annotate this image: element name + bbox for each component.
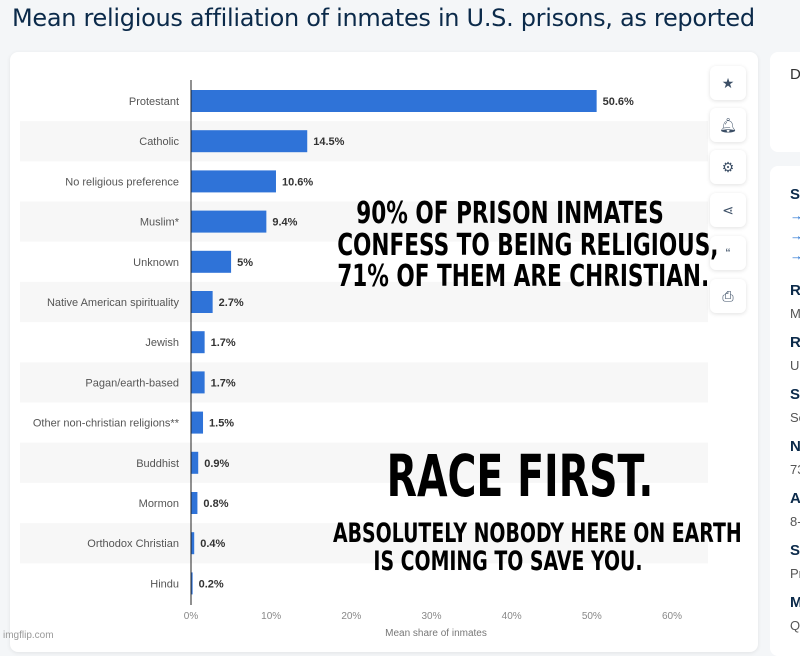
side-top-label: D	[790, 66, 800, 83]
category-label: Other non-christian religions**	[33, 418, 180, 430]
info-heading: A	[790, 490, 800, 507]
bar	[191, 170, 276, 192]
data-label: 0.9%	[204, 458, 229, 470]
bar	[191, 371, 205, 393]
side-panel-info: Se→→→ReMReUSuSeN73A8-SpPrMQ	[770, 166, 800, 656]
data-label: 10.6%	[282, 176, 313, 188]
bar	[191, 492, 197, 514]
x-tick-label: 50%	[582, 611, 602, 622]
meme-text-big: RACE FIRST.	[357, 446, 683, 507]
category-label: Native American spirituality	[47, 297, 180, 309]
category-label: Unknown	[133, 257, 179, 269]
data-label: 50.6%	[603, 96, 634, 108]
category-label: Orthodox Christian	[87, 538, 179, 550]
category-label: Protestant	[129, 96, 179, 108]
x-tick-label: 40%	[502, 611, 522, 622]
category-label: Hindu	[150, 578, 179, 590]
bar	[191, 211, 266, 233]
meme-text-bottom: ABSOLUTELY NOBODY HERE ON EARTH IS COMIN…	[333, 520, 683, 577]
info-value: Se	[790, 410, 800, 425]
bar	[191, 90, 597, 112]
notify-button[interactable]: 🔔︎	[710, 108, 746, 142]
info-value: M	[790, 306, 800, 321]
category-label: Muslim*	[140, 217, 180, 229]
bar	[191, 452, 198, 474]
info-heading: Se	[790, 186, 800, 203]
category-label: Pagan/earth-based	[85, 377, 179, 389]
bell-icon: 🔔︎	[719, 117, 737, 134]
print-button[interactable]: ⎙	[710, 279, 746, 313]
x-tick-label: 0%	[184, 611, 199, 622]
side-panel-top: D	[770, 52, 800, 152]
data-label: 1.5%	[209, 418, 234, 430]
bar	[191, 291, 213, 313]
settings-button[interactable]: ⚙	[710, 150, 746, 184]
info-value: 73	[790, 462, 800, 477]
data-label: 1.7%	[211, 337, 236, 349]
bar	[191, 251, 231, 273]
watermark: imgflip.com	[3, 630, 54, 641]
meme-line: 90% OF PRISON INMATES	[337, 198, 683, 230]
arrow-link-icon[interactable]: →	[790, 228, 800, 243]
x-axis-label: Mean share of inmates	[385, 628, 487, 639]
meme-text-top: 90% OF PRISON INMATES CONFESS TO BEING R…	[337, 198, 683, 293]
x-tick-label: 20%	[341, 611, 361, 622]
x-tick-label: 30%	[421, 611, 441, 622]
info-value: Q	[790, 618, 800, 633]
info-heading: Sp	[790, 542, 800, 559]
bar	[191, 412, 203, 434]
meme-line: ABSOLUTELY NOBODY HERE ON EARTH	[333, 520, 683, 548]
x-tick-label: 10%	[261, 611, 281, 622]
bar	[191, 331, 205, 353]
category-label: Catholic	[139, 136, 179, 148]
meme-line: CONFESS TO BEING RELIGIOUS,	[337, 230, 683, 262]
category-label: No religious preference	[65, 176, 179, 188]
data-label: 0.4%	[200, 538, 225, 550]
x-tick-label: 60%	[662, 611, 682, 622]
info-value: 8-	[790, 514, 800, 529]
category-label: Mormon	[139, 498, 179, 510]
quote-icon: “	[726, 245, 731, 261]
info-heading: M	[790, 594, 800, 611]
data-label: 0.8%	[203, 498, 228, 510]
info-heading: Re	[790, 282, 800, 299]
star-icon: ★	[722, 75, 735, 92]
print-icon: ⎙	[722, 288, 733, 305]
bar	[191, 130, 307, 152]
data-label: 2.7%	[219, 297, 244, 309]
share-button[interactable]: ⋖	[710, 193, 746, 227]
category-label: Buddhist	[136, 458, 179, 470]
info-value: U	[790, 358, 799, 373]
meme-line: IS COMING TO SAVE YOU.	[333, 548, 683, 576]
info-value: Pr	[790, 566, 800, 581]
data-label: 14.5%	[313, 136, 344, 148]
meme-line: 71% OF THEM ARE CHRISTIAN.	[337, 261, 683, 293]
arrow-link-icon[interactable]: →	[790, 208, 800, 223]
data-label: 5%	[237, 257, 253, 269]
category-label: Jewish	[145, 337, 179, 349]
favorite-button[interactable]: ★	[710, 66, 746, 100]
data-label: 1.7%	[211, 377, 236, 389]
data-label: 9.4%	[272, 217, 297, 229]
row-band	[20, 121, 708, 161]
share-icon: ⋖	[722, 202, 734, 219]
info-heading: Su	[790, 386, 800, 403]
info-heading: N	[790, 438, 800, 455]
data-label: 0.2%	[199, 578, 224, 590]
info-heading: Re	[790, 334, 800, 351]
arrow-link-icon[interactable]: →	[790, 248, 800, 263]
gear-icon: ⚙	[722, 159, 735, 176]
